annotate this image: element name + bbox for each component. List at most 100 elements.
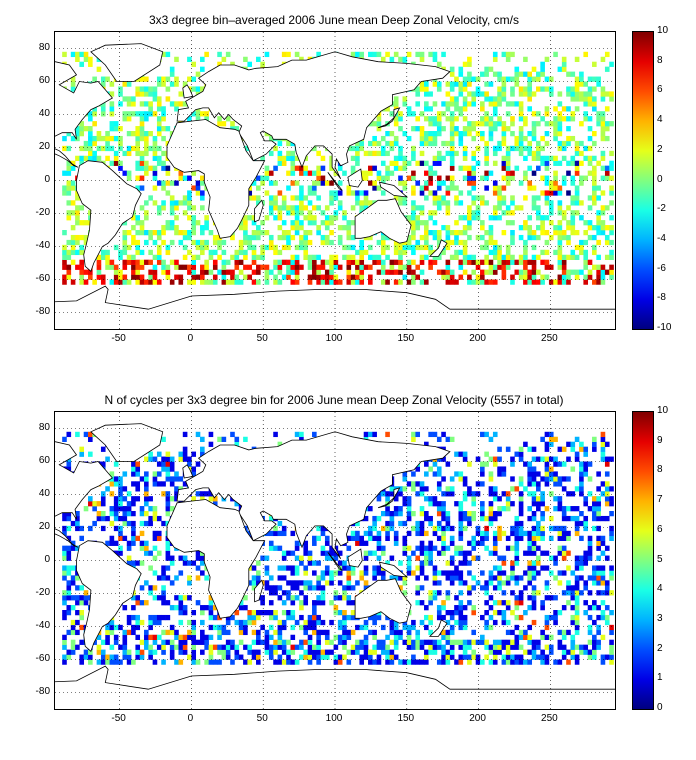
- bin-cell: [161, 200, 166, 206]
- bin-cell: [398, 165, 403, 171]
- bin-cell: [454, 501, 459, 507]
- bin-cell: [449, 239, 455, 246]
- bin-cell: [294, 155, 300, 161]
- bin-cell: [480, 535, 485, 541]
- bin-cell: [553, 135, 558, 142]
- bin-cell: [316, 225, 321, 231]
- bin-cell: [342, 215, 347, 221]
- bin-cell: [553, 659, 558, 665]
- bin-cell: [62, 185, 67, 191]
- bin-cell: [393, 116, 399, 122]
- bin-cell: [385, 254, 390, 260]
- bin-cell: [471, 629, 477, 636]
- bin-cell: [406, 51, 412, 58]
- bin-cell: [480, 506, 485, 512]
- bin-cell: [454, 239, 459, 246]
- bin-cell: [144, 230, 149, 236]
- bin-cell: [217, 116, 222, 122]
- bin-cell: [523, 550, 528, 556]
- bin-cell: [596, 515, 601, 522]
- bin-cell: [579, 511, 584, 517]
- bin-cell: [225, 654, 231, 660]
- bin-cell: [212, 614, 218, 621]
- bin-cell: [359, 145, 365, 152]
- bin-cell: [514, 205, 520, 211]
- bin-cell: [376, 540, 382, 546]
- bin-cell: [286, 565, 291, 571]
- bin-cell: [583, 555, 589, 561]
- bin-cell: [243, 619, 248, 626]
- bin-cell: [471, 501, 477, 507]
- bin-cell: [337, 634, 343, 640]
- bin-cell: [553, 51, 558, 58]
- bin-cell: [131, 624, 136, 631]
- bin-cell: [531, 515, 537, 522]
- bin-cell: [501, 639, 507, 645]
- bin-cell: [161, 629, 166, 636]
- bin-cell: [75, 210, 80, 216]
- bin-cell: [118, 145, 123, 152]
- bin-cell: [600, 210, 606, 216]
- bin-cell: [505, 51, 511, 58]
- bin-cell: [169, 239, 175, 246]
- bin-cell: [312, 254, 317, 260]
- bin-cell: [113, 274, 119, 280]
- bin-cell: [553, 155, 558, 161]
- bin-cell: [398, 585, 403, 591]
- bin-cell: [609, 215, 614, 221]
- bin-cell: [492, 550, 498, 556]
- bin-cell: [277, 575, 283, 581]
- bin-cell: [372, 634, 377, 640]
- bin-cell: [144, 639, 149, 645]
- bin-cell: [62, 259, 67, 265]
- bin-cell: [566, 170, 571, 176]
- bin-cell: [165, 76, 171, 82]
- bin-cell: [458, 644, 464, 650]
- bin-cell: [376, 530, 382, 537]
- bin-cell: [247, 274, 253, 280]
- bin-cell: [355, 580, 360, 586]
- bin-cell: [475, 234, 481, 241]
- bin-cell: [316, 165, 321, 171]
- bin-cell: [161, 239, 166, 246]
- bin-cell: [579, 481, 584, 487]
- bin-cell: [225, 614, 231, 621]
- bin-cell: [592, 649, 597, 655]
- top-colorbar: [632, 31, 654, 330]
- bin-cell: [402, 160, 408, 166]
- bin-cell: [462, 126, 468, 132]
- bin-cell: [454, 545, 459, 551]
- bin-cell: [131, 614, 136, 621]
- bin-cell: [368, 550, 373, 556]
- bin-cell: [458, 545, 464, 551]
- bin-cell: [428, 619, 433, 626]
- bin-cell: [152, 634, 158, 640]
- bin-cell: [536, 486, 541, 492]
- bin-cell: [557, 121, 563, 127]
- bin-cell: [105, 639, 110, 645]
- bin-cell: [359, 535, 365, 541]
- bin-cell: [320, 155, 326, 161]
- bin-cell: [251, 575, 257, 581]
- bin-cell: [96, 274, 102, 280]
- bin-cell: [342, 614, 347, 621]
- bin-cell: [514, 515, 520, 522]
- bin-cell: [574, 210, 580, 216]
- bin-cell: [531, 644, 537, 650]
- bin-cell: [510, 570, 515, 576]
- bin-cell: [251, 195, 257, 201]
- bin-cell: [428, 244, 433, 251]
- bin-cell: [445, 200, 451, 206]
- bin-cell: [531, 619, 537, 626]
- bin-cell: [277, 520, 283, 527]
- bin-cell: [579, 520, 584, 527]
- coastline: [347, 168, 363, 188]
- bin-cell: [553, 121, 558, 127]
- bin-cell: [148, 259, 153, 265]
- bin-cell: [544, 165, 550, 171]
- bin-cell: [169, 629, 175, 636]
- bin-cell: [152, 91, 158, 97]
- bin-cell: [604, 234, 610, 241]
- bin-cell: [363, 200, 369, 206]
- bin-cell: [505, 165, 511, 171]
